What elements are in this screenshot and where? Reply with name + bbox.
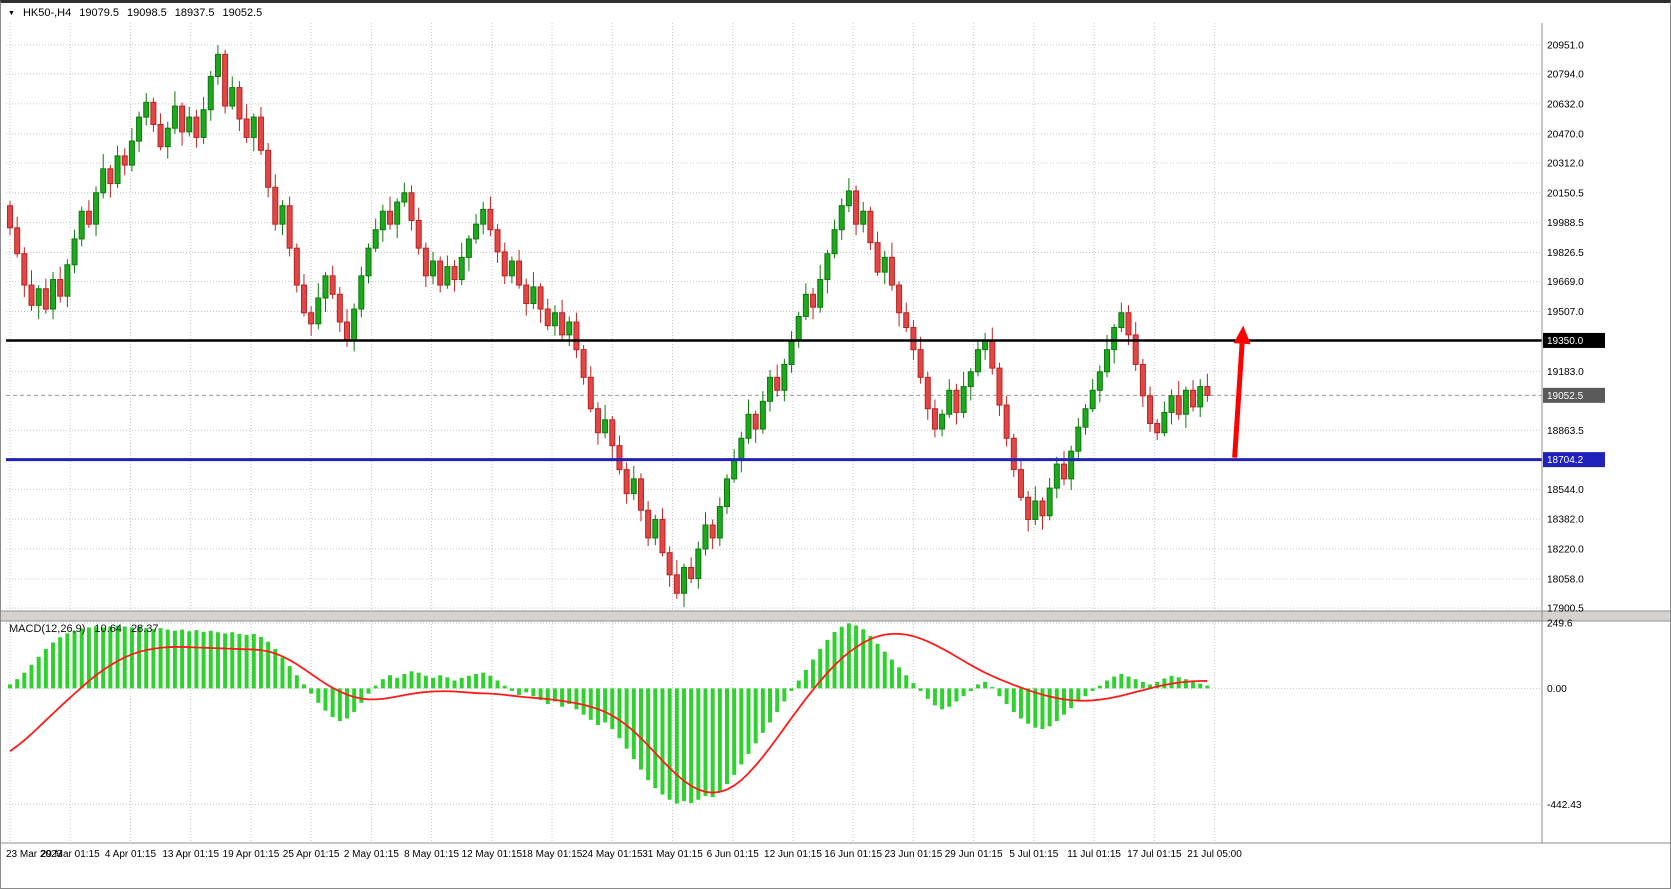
svg-text:20150.5: 20150.5: [1547, 188, 1584, 199]
svg-text:19183.0: 19183.0: [1547, 367, 1584, 378]
chart-menu-icon[interactable]: ▼: [8, 9, 15, 17]
price-axis-labels[interactable]: 20951.0 20794.0 20632.0 20470.0 20312.0 20150…: [1547, 41, 1584, 811]
chart-canvas[interactable]: 20951.0 20794.0 20632.0 20470.0 20312.0 20150…: [1, 3, 1671, 889]
svg-text:-442.43: -442.43: [1547, 800, 1582, 811]
svg-text:6 Jun 01:15: 6 Jun 01:15: [707, 849, 760, 860]
macd-main-value: 10.64: [94, 623, 122, 635]
svg-text:20794.0: 20794.0: [1547, 70, 1584, 81]
macd-histogram: [8, 623, 1210, 804]
svg-text:11 Jul 01:15: 11 Jul 01:15: [1067, 849, 1121, 860]
svg-text:29 Mar 01:15: 29 Mar 01:15: [41, 849, 100, 860]
time-gridlines: [9, 23, 1216, 843]
svg-text:4 Apr 01:15: 4 Apr 01:15: [105, 849, 157, 860]
svg-text:19350.0: 19350.0: [1547, 336, 1584, 347]
title-high-value: 19098.5: [127, 7, 167, 19]
svg-text:5 Jul 01:15: 5 Jul 01:15: [1009, 849, 1058, 860]
svg-text:17 Jul 01:15: 17 Jul 01:15: [1127, 849, 1182, 860]
svg-text:19 Apr 01:15: 19 Apr 01:15: [223, 849, 280, 860]
macd-signal-value: 28.37: [130, 623, 159, 635]
svg-text:18 May 01:15: 18 May 01:15: [522, 849, 583, 860]
chart-title-bar: ▼ HK50-,H4 19079.5 19098.5 18937.5 19052…: [8, 7, 262, 19]
svg-text:29 Jun 01:15: 29 Jun 01:15: [945, 849, 1003, 860]
svg-text:23 Mar 2023: 23 Mar 2023: [6, 849, 63, 860]
svg-text:18863.5: 18863.5: [1547, 426, 1584, 437]
bid-price-line-badge: [1543, 387, 1605, 403]
price-level-badges: 19052.5 19350.0 18704.2: [1543, 332, 1605, 468]
macd-indicator-label: MACD(12,26,9) 10.64 28.37: [9, 623, 158, 635]
svg-text:31 May 01:15: 31 May 01:15: [642, 849, 703, 860]
svg-text:24 May 01:15: 24 May 01:15: [582, 849, 643, 860]
svg-text:21 Jul 05:00: 21 Jul 05:00: [1187, 849, 1242, 860]
svg-text:20470.0: 20470.0: [1547, 129, 1584, 140]
svg-text:20951.0: 20951.0: [1547, 41, 1584, 52]
svg-text:25 Apr 01:15: 25 Apr 01:15: [283, 849, 340, 860]
support-line-badge: [1543, 452, 1605, 468]
price-gridlines: [6, 44, 1542, 805]
svg-text:19669.0: 19669.0: [1547, 277, 1584, 288]
title-close-value: 19052.5: [222, 7, 263, 19]
macd-signal-line: [9, 632, 1208, 794]
svg-text:12 Jun 01:15: 12 Jun 01:15: [764, 849, 822, 860]
svg-text:2 May 01:15: 2 May 01:15: [344, 849, 399, 860]
svg-text:17900.5: 17900.5: [1547, 604, 1584, 615]
svg-text:12 May 01:15: 12 May 01:15: [462, 849, 523, 860]
svg-text:19052.5: 19052.5: [1547, 391, 1584, 402]
svg-text:18058.0: 18058.0: [1547, 574, 1584, 585]
svg-text:249.6: 249.6: [1547, 619, 1573, 630]
macd-name: MACD(12,26,9): [9, 623, 86, 635]
title-open-value: 19079.5: [79, 7, 119, 19]
svg-text:19988.5: 19988.5: [1547, 218, 1584, 229]
svg-text:16 Jun 01:15: 16 Jun 01:15: [824, 849, 882, 860]
svg-text:23 Jun 01:15: 23 Jun 01:15: [885, 849, 943, 860]
svg-text:0.00: 0.00: [1547, 684, 1567, 695]
svg-text:18704.2: 18704.2: [1547, 455, 1584, 466]
svg-text:13 Apr 01:15: 13 Apr 01:15: [162, 849, 219, 860]
svg-text:18220.0: 18220.0: [1547, 545, 1584, 556]
chart-symbol-period: HK50-,H4: [22, 7, 72, 19]
svg-text:19507.0: 19507.0: [1547, 307, 1584, 318]
candlesticks: [7, 45, 1211, 608]
svg-text:20632.0: 20632.0: [1547, 99, 1584, 110]
resistance-line-badge: [1543, 332, 1605, 348]
svg-text:18544.0: 18544.0: [1547, 485, 1584, 496]
panel-divider[interactable]: [1, 611, 1671, 621]
trend-arrow[interactable]: [1232, 325, 1251, 458]
title-low-value: 18937.5: [174, 7, 215, 19]
svg-text:8 May 01:15: 8 May 01:15: [404, 849, 459, 860]
svg-text:20312.0: 20312.0: [1547, 158, 1584, 169]
svg-text:18382.0: 18382.0: [1547, 515, 1584, 526]
svg-text:19826.5: 19826.5: [1547, 248, 1584, 259]
